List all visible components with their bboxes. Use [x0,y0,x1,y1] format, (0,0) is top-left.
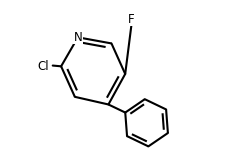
Text: Cl: Cl [37,60,48,73]
Text: N: N [73,31,82,44]
Text: F: F [127,12,134,26]
